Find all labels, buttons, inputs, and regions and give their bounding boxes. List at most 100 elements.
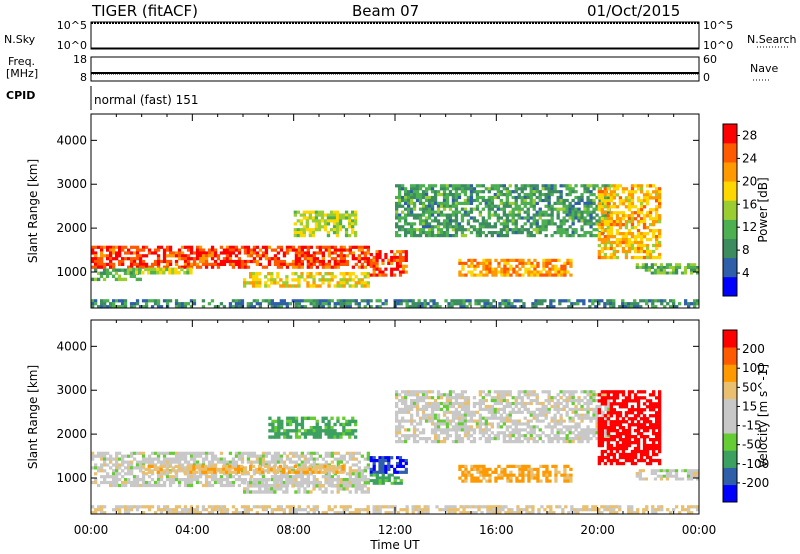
- power-panel-cell-10: [144, 299, 149, 303]
- velocity-panel-cell-6: [517, 437, 521, 441]
- velocity-panel-cell-6: [424, 407, 429, 411]
- power-panel-cell-6: [577, 216, 581, 220]
- velocity-panel-cell-0: [124, 472, 128, 476]
- power-panel-cell-10: [213, 305, 218, 309]
- power-panel-cell-10: [249, 302, 253, 306]
- power-panel-cell-6: [433, 201, 438, 205]
- velocity-panel-cell-3: [315, 422, 319, 427]
- velocity-panel-cell-2: [360, 487, 364, 491]
- velocity-panel-cell-3: [277, 432, 281, 436]
- power-panel-cell-5: [393, 258, 397, 262]
- velocity-panel-cell-1: [311, 467, 315, 471]
- velocity-panel-cell-0: [219, 460, 224, 464]
- velocity-panel-cell-6: [466, 396, 471, 400]
- power-panel-cell-6: [445, 204, 450, 208]
- velocity-panel-cell-4: [404, 459, 408, 463]
- velocity-panel-cell-6: [547, 390, 551, 394]
- velocity-panel-cell-6: [454, 393, 459, 397]
- power-panel-cell-10: [315, 302, 319, 306]
- velocity-panel-cell-4: [396, 470, 400, 474]
- power-panel-cell-10: [135, 299, 140, 303]
- power-panel-cell-6: [538, 207, 542, 211]
- power-panel-cell-10: [106, 299, 110, 303]
- velocity-panel-cell-2: [363, 490, 367, 494]
- power-panel-cell-8: [624, 196, 629, 200]
- velocity-panel-cell-1: [195, 464, 199, 468]
- power-panel-cell-6: [484, 187, 488, 191]
- velocity-panel-cell-7: [536, 470, 540, 474]
- velocity-panel-cell-6: [475, 425, 480, 429]
- velocity-panel-cell-0: [324, 451, 328, 455]
- velocity-panel-cell-6: [424, 396, 429, 400]
- velocity-panel-cell-2: [354, 487, 358, 491]
- velocity-panel-cell-6: [589, 416, 593, 420]
- power-panel-cell-8: [642, 205, 647, 209]
- velocity-panel-cell-0: [109, 475, 113, 479]
- velocity-panel-cell-6: [430, 401, 435, 406]
- power-panel-cell-0: [336, 262, 340, 266]
- power-panel-cell-6: [568, 210, 572, 214]
- power-panel-cell-10: [363, 305, 367, 309]
- power-panel-cell-6: [454, 228, 459, 232]
- velocity-panel-cell-0: [300, 454, 304, 458]
- velocity-panel-cell-7: [518, 467, 522, 471]
- power-panel-cell-5: [390, 261, 394, 265]
- power-panel-cell-10: [459, 305, 463, 309]
- velocity-panel-cell-2: [360, 484, 364, 488]
- velocity-panel-cell-6: [472, 404, 477, 409]
- power-panel-cell-6: [535, 201, 539, 205]
- power-panel-cell-7: [488, 264, 492, 268]
- power-panel-cell-0: [267, 245, 272, 249]
- velocity-panel-cell-6: [407, 428, 411, 432]
- power-panel-cell-4: [335, 222, 340, 226]
- velocity-panel-cell-6: [395, 434, 399, 438]
- power-panel-cell-10: [633, 302, 637, 306]
- power-panel-cell-8: [652, 229, 656, 233]
- power-panel-cell-7: [569, 264, 573, 268]
- power-panel-cell-8: [606, 202, 610, 206]
- velocity-panel-cell-6: [571, 393, 575, 397]
- velocity-panel-cell-6: [514, 399, 518, 403]
- power-panel-cell-0: [91, 259, 95, 264]
- velocity-panel-cell-0: [147, 460, 152, 464]
- power-panel-cell-0: [171, 251, 176, 255]
- velocity-panel-cell-0: [112, 463, 116, 467]
- velocity-panel-cell-6: [412, 419, 417, 423]
- cpid-label: CPID: [6, 89, 36, 102]
- power-panel-cell-0: [264, 245, 269, 249]
- velocity-panel-cell-6: [442, 413, 447, 417]
- power-panel-cell-0: [300, 251, 304, 255]
- velocity-panel-cell-1: [213, 464, 217, 468]
- power-panel-cell-1: [91, 277, 95, 282]
- power-panel-cell-0: [363, 265, 367, 269]
- power-panel-cell-10: [348, 299, 352, 303]
- velocity-panel-cell-0: [285, 472, 290, 476]
- velocity-panel-cell-0: [91, 451, 95, 455]
- power-panel-cell-0: [162, 259, 167, 264]
- velocity-panel-cell-0: [115, 454, 119, 458]
- velocity-panel-cell-6: [424, 440, 429, 444]
- power-panel-cell-6: [547, 190, 551, 194]
- power-panel-cell-6: [401, 198, 405, 203]
- power-panel-cell-0: [135, 265, 140, 269]
- power-panel-cell-7: [467, 270, 471, 274]
- velocity-panel-cell-0: [306, 451, 310, 455]
- power-panel-cell-7: [521, 264, 525, 268]
- power-panel-cell-6: [442, 222, 447, 226]
- power-panel-cell-6: [544, 198, 548, 203]
- velocity-panel-cell-2: [315, 484, 319, 488]
- velocity-panel-cell-6: [436, 390, 441, 394]
- velocity-panel-cell-8: [597, 429, 601, 433]
- velocity-panel-cell-4: [369, 459, 373, 463]
- velocity-panel-cell-6: [460, 404, 465, 409]
- velocity-panel-cell-1: [150, 470, 154, 474]
- velocity-panel-cell-6: [395, 410, 399, 414]
- power-panel-cell-0: [288, 245, 293, 249]
- velocity-panel-cell-6: [517, 396, 521, 400]
- velocity-panel-cell-6: [586, 393, 590, 397]
- velocity-panel-cell-6: [568, 390, 572, 394]
- velocity-panel-cell-0: [156, 478, 161, 482]
- velocity-panel-cell-0: [249, 451, 254, 455]
- power-panel-cell-10: [522, 305, 526, 309]
- velocity-panel-cell-6: [415, 440, 420, 444]
